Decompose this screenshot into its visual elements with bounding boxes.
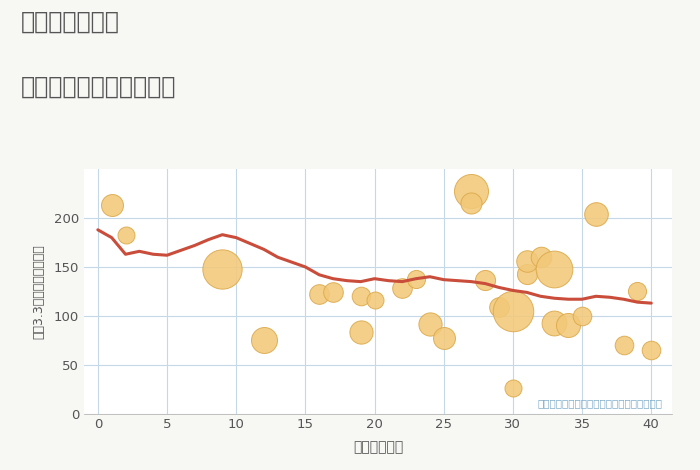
Point <box>549 265 560 273</box>
Point <box>645 346 657 354</box>
Text: 円の大きさは、取引のあった物件面積を示す: 円の大きさは、取引のあった物件面積を示す <box>538 398 662 408</box>
Point <box>120 231 131 238</box>
Point <box>217 265 228 273</box>
Point <box>466 187 477 195</box>
Point <box>466 200 477 207</box>
Y-axis label: 坪（3.3㎡）単価（万円）: 坪（3.3㎡）単価（万円） <box>32 244 46 339</box>
Point <box>355 329 366 336</box>
Point <box>508 307 519 315</box>
Point <box>549 319 560 327</box>
Point <box>106 202 118 209</box>
Point <box>438 335 449 342</box>
X-axis label: 築年数（年）: 築年数（年） <box>353 440 403 454</box>
Point <box>424 320 435 328</box>
Text: 築年数別中古戸建て価格: 築年数別中古戸建て価格 <box>21 75 176 99</box>
Point <box>494 303 505 311</box>
Point <box>577 312 588 320</box>
Point <box>369 297 380 304</box>
Point <box>480 276 491 283</box>
Point <box>314 290 325 298</box>
Point <box>508 384 519 392</box>
Point <box>618 341 629 349</box>
Point <box>535 253 546 261</box>
Point <box>410 275 421 282</box>
Point <box>355 292 366 300</box>
Point <box>328 289 339 296</box>
Text: 大阪府大阪駅の: 大阪府大阪駅の <box>21 9 120 33</box>
Point <box>397 285 408 292</box>
Point <box>258 337 270 344</box>
Point <box>632 288 643 295</box>
Point <box>521 258 532 265</box>
Point <box>521 270 532 278</box>
Point <box>590 211 601 218</box>
Point <box>563 321 574 329</box>
